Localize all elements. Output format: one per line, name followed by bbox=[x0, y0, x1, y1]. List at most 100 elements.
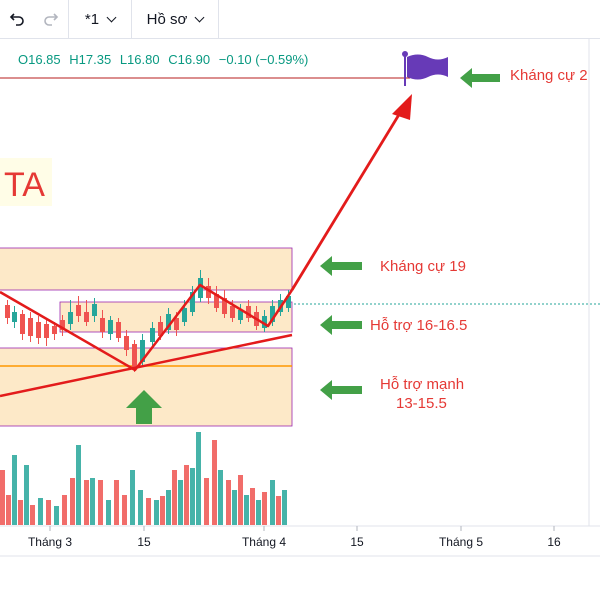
uptrend-line bbox=[0, 333, 293, 398]
candle-body bbox=[28, 318, 33, 336]
undo-icon bbox=[9, 13, 24, 26]
candle-body bbox=[68, 312, 73, 324]
chart-toolbar: *1 Hồ sơ bbox=[0, 0, 600, 39]
undo-button[interactable] bbox=[0, 0, 34, 38]
volume-bar bbox=[204, 478, 209, 525]
arrow-left-icon bbox=[320, 256, 362, 276]
volume-bar bbox=[154, 500, 159, 525]
volume-bar bbox=[256, 500, 261, 525]
flag-knob bbox=[402, 51, 408, 57]
volume-series bbox=[0, 432, 287, 525]
volume-bar bbox=[54, 506, 59, 525]
volume-bar bbox=[70, 478, 75, 525]
toolbar-separator bbox=[131, 0, 132, 38]
volume-bar bbox=[138, 490, 143, 525]
title-background bbox=[0, 158, 52, 206]
candle-body bbox=[132, 344, 137, 368]
zigzag-path bbox=[0, 283, 294, 372]
time-axis-label: Tháng 4 bbox=[242, 535, 286, 549]
volume-bar bbox=[46, 500, 51, 525]
volume-bar bbox=[30, 505, 35, 525]
candle-body bbox=[92, 304, 97, 316]
time-axis-label: 16 bbox=[547, 535, 561, 549]
candle-body bbox=[174, 318, 179, 330]
candle-body bbox=[230, 306, 235, 318]
candle-body bbox=[206, 286, 211, 298]
ohlc-change: −0.10 (−0.59%) bbox=[218, 52, 309, 67]
volume-bar bbox=[262, 492, 267, 525]
volume-bar bbox=[12, 455, 17, 525]
toolbar-separator bbox=[68, 0, 69, 38]
breakout-arrow-line bbox=[290, 107, 405, 291]
candle-body bbox=[190, 292, 195, 312]
arrow-up-icon bbox=[126, 390, 162, 424]
candle-body bbox=[52, 326, 57, 334]
strong-support-range: 13-15.5 bbox=[396, 395, 447, 412]
layout-label: *1 bbox=[84, 10, 100, 28]
support-16-label: Hỗ trợ 16-16.5 bbox=[370, 317, 467, 334]
volume-bar bbox=[166, 490, 171, 525]
resistance-top-label: Kháng cự 2 bbox=[510, 67, 588, 84]
candle-body bbox=[286, 296, 291, 308]
candle-body bbox=[60, 320, 65, 330]
chevron-down-icon bbox=[106, 12, 117, 22]
resistance-19-label: Kháng cự 19 bbox=[380, 258, 466, 275]
ohlc-open: O16.85 bbox=[18, 52, 61, 67]
redo-icon bbox=[44, 13, 59, 26]
volume-bar bbox=[0, 470, 5, 525]
candle-body bbox=[36, 322, 41, 338]
volume-bar bbox=[130, 470, 135, 525]
candle-body bbox=[44, 324, 49, 338]
candle-body bbox=[12, 312, 17, 322]
candle-body bbox=[124, 336, 129, 350]
candle-body bbox=[20, 314, 25, 334]
ohlc-close: C16.90 bbox=[168, 52, 211, 67]
candle-body bbox=[158, 322, 163, 336]
volume-bar bbox=[190, 468, 195, 525]
volume-bar bbox=[282, 490, 287, 525]
partial-title: TA bbox=[4, 166, 45, 204]
ohlc-low: L16.80 bbox=[119, 52, 160, 67]
redo-button[interactable] bbox=[34, 0, 68, 38]
volume-bar bbox=[98, 480, 103, 525]
volume-bar bbox=[90, 478, 95, 525]
candle-body bbox=[108, 320, 113, 334]
volume-bar bbox=[212, 440, 217, 525]
price-chart[interactable]: Tháng 3 15 Tháng 4 15 Tháng 5 16 Kháng cự 2 K… bbox=[0, 38, 600, 600]
resistance-zone bbox=[0, 247, 293, 291]
volume-bar bbox=[24, 465, 29, 525]
volume-bar bbox=[122, 495, 127, 525]
volume-bar bbox=[276, 496, 281, 525]
volume-bar bbox=[238, 475, 243, 525]
candle-body bbox=[150, 328, 155, 342]
flag-icon bbox=[407, 54, 448, 80]
ohlc-legend: O16.85 H17.35 L16.80 C16.90 −0.10 (−0.59… bbox=[18, 52, 313, 67]
time-axis-label: 15 bbox=[137, 535, 151, 549]
candle-body bbox=[84, 312, 89, 322]
arrow-left-icon bbox=[320, 315, 362, 335]
volume-bar bbox=[250, 488, 255, 525]
chevron-down-icon bbox=[194, 12, 205, 22]
volume-bar bbox=[160, 496, 165, 525]
volume-bar bbox=[76, 445, 81, 525]
time-axis-label: Tháng 3 bbox=[28, 535, 72, 549]
candle-body bbox=[214, 294, 219, 308]
candle-body bbox=[5, 305, 10, 318]
arrow-left-icon bbox=[320, 380, 362, 400]
candle-body bbox=[262, 316, 267, 328]
candle-body bbox=[222, 298, 227, 314]
time-axis-label: 15 bbox=[350, 535, 364, 549]
strong-support-label: Hỗ trợ mạnh bbox=[380, 376, 464, 393]
candle-body bbox=[76, 305, 81, 316]
candle-body bbox=[246, 306, 251, 318]
breakout-arrow-head bbox=[392, 94, 412, 120]
profile-button[interactable]: Hồ sơ bbox=[132, 0, 218, 38]
profile-label: Hồ sơ bbox=[146, 10, 188, 28]
candle-body bbox=[198, 278, 203, 298]
candle-body bbox=[182, 308, 187, 322]
volume-bar bbox=[146, 498, 151, 525]
candle-body bbox=[116, 322, 121, 338]
layout-button[interactable]: *1 bbox=[69, 0, 131, 38]
candle-body bbox=[270, 306, 275, 322]
volume-bar bbox=[84, 480, 89, 525]
